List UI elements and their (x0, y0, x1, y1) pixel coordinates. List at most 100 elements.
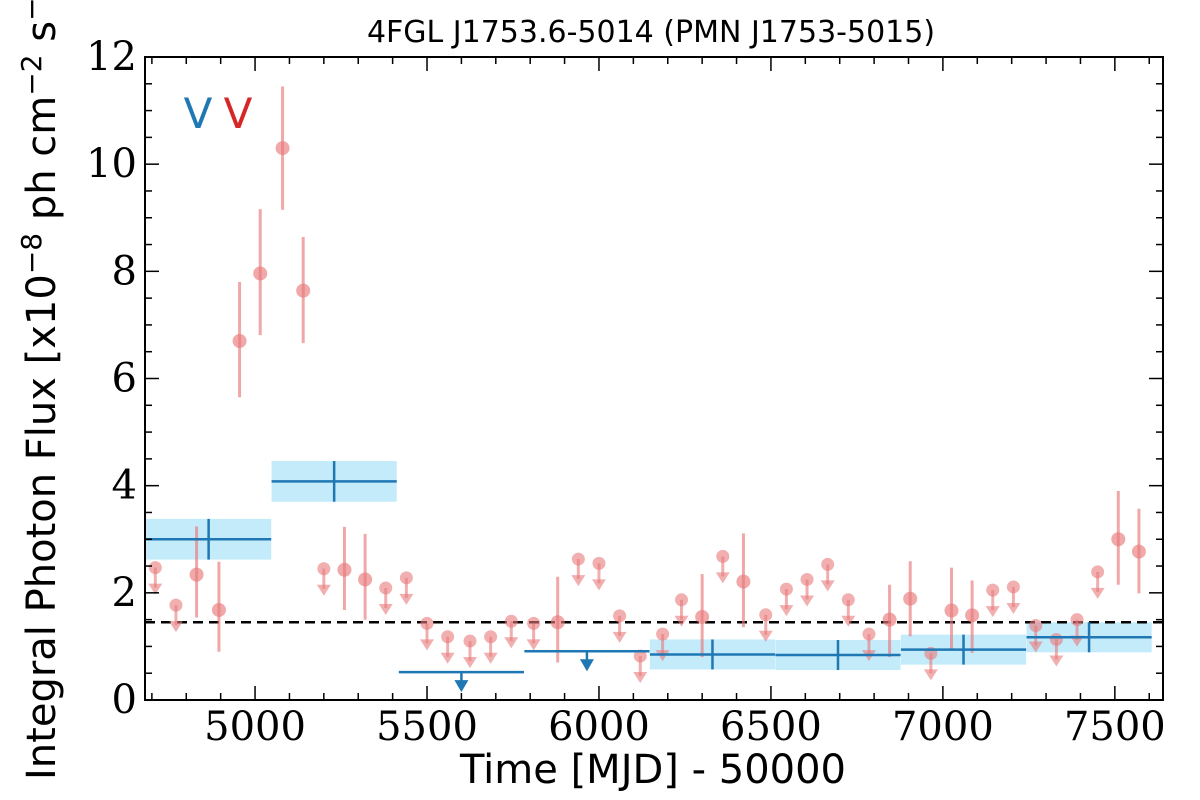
short-bin-ul-point-0 (148, 561, 162, 575)
short-bin-ul-point-18 (759, 608, 773, 622)
y-axis-label-unit: ph cm (19, 96, 65, 233)
short-bin-ul-point-5 (420, 616, 434, 630)
short-bin-ul-arrow-11 (571, 575, 586, 587)
short-bin-ul-arrow-12 (591, 579, 606, 591)
short-bin-point-16 (1131, 544, 1146, 559)
short-bin-ul-arrow-2 (316, 584, 331, 596)
short-bin-point-6 (337, 562, 352, 577)
short-bin-ul-point-3 (379, 581, 393, 595)
short-bin-ul-point-28 (1049, 632, 1063, 646)
short-bin-ul-arrow-1 (168, 621, 183, 633)
short-bin-ul-point-2 (317, 562, 331, 576)
short-bin-point-7 (358, 572, 373, 587)
short-bin-ul-point-25 (986, 583, 1000, 597)
legend-mark-0: V (184, 89, 213, 138)
axis-ticks: 5000 5500 6000 6500 7000 7500 0 2 4 6 8 10 12 (86, 34, 1166, 750)
short-bin-ul-arrow-26 (1006, 602, 1021, 614)
plot-area (145, 86, 1163, 693)
short-bin-ul-point-13 (613, 609, 627, 623)
chart-title: 4FGL J1753.6-5014 (PMN J1753-5015) (367, 15, 935, 50)
short-bin-point-11 (882, 612, 897, 627)
short-bin-point-15 (1111, 532, 1126, 547)
short-bin-point-3 (253, 266, 268, 281)
short-bin-ul-point-6 (441, 630, 455, 644)
short-bin-ul-point-8 (484, 630, 498, 644)
short-bin-ul-point-29 (1070, 613, 1084, 627)
short-bin-point-12 (903, 591, 918, 606)
short-bin-ul-point-9 (504, 614, 518, 628)
x-tick-label: 7000 (892, 704, 994, 750)
short-bin-ul-point-22 (841, 593, 855, 607)
short-bin-ul-point-20 (800, 572, 814, 586)
short-bin-point-8 (550, 615, 565, 630)
long-bin-ul-arrow-0 (454, 680, 469, 693)
x-axis-label: Time [MJD] - 50000 (459, 747, 846, 793)
y-tick-label: 12 (86, 34, 137, 80)
short-bin-ul-point-4 (399, 571, 413, 585)
short-bin-point-10 (736, 574, 751, 589)
short-bin-ul-point-15 (656, 627, 670, 641)
short-bin-ul-arrow-22 (841, 615, 856, 627)
short-bin-ul-point-19 (779, 582, 793, 596)
short-bin-ul-arrow-9 (504, 637, 519, 649)
short-bin-ul-arrow-7 (463, 657, 478, 669)
short-bin-ul-arrow-18 (758, 630, 773, 642)
short-bin-ul-arrow-6 (440, 652, 455, 664)
y-tick-label: 4 (112, 463, 137, 509)
y-axis-label-exponent-3: −1 (15, 0, 48, 21)
short-bin-ul-point-1 (169, 598, 183, 612)
short-bin-ul-point-17 (716, 549, 730, 563)
short-bin-ul-point-23 (862, 627, 876, 641)
short-bin-ul-arrow-30 (1090, 587, 1105, 599)
y-axis-label: Integral Photon Flux [x10−8 ph cm−2 s−1] (15, 0, 65, 780)
short-bin-ul-point-12 (592, 556, 606, 570)
short-bin-ul-point-14 (633, 649, 647, 663)
short-bin-point-0 (189, 567, 204, 582)
y-tick-label: 10 (86, 141, 137, 187)
x-tick-label: 6000 (548, 704, 650, 750)
short-bin-ul-point-21 (821, 557, 835, 571)
y-axis-label-exponent-2: −2 (15, 54, 48, 95)
y-tick-label: 8 (112, 248, 137, 294)
short-bin-ul-arrow-20 (800, 595, 815, 607)
short-bin-ul-arrow-4 (399, 593, 414, 605)
short-bin-ul-point-27 (1029, 619, 1043, 633)
short-bin-point-2 (232, 333, 247, 348)
short-bin-ul-arrow-13 (612, 631, 627, 643)
short-bin-point-5 (296, 283, 311, 298)
y-tick-label: 6 (112, 356, 137, 402)
y-tick-label: 2 (112, 570, 137, 616)
short-bin-ul-point-16 (675, 593, 689, 607)
y-tick-label: 0 (112, 677, 137, 723)
short-bin-ul-arrow-28 (1049, 655, 1064, 667)
short-bin-ul-point-26 (1006, 580, 1020, 594)
long-bin-ul-arrow-1 (579, 659, 594, 672)
short-bin-point-9 (695, 609, 710, 624)
y-axis-label-main: Integral Photon Flux [x10 (19, 274, 65, 780)
x-tick-label: 7500 (1064, 704, 1166, 750)
short-bin-ul-arrow-24 (923, 669, 938, 681)
short-bin-ul-arrow-16 (674, 615, 689, 627)
short-bin-ul-arrow-19 (779, 605, 794, 617)
short-bin-ul-arrow-10 (526, 639, 541, 651)
y-axis-label-exponent: −8 (15, 233, 48, 274)
x-tick-label: 5000 (204, 704, 306, 750)
short-bin-ul-arrow-5 (420, 639, 435, 651)
short-bin-point-1 (211, 602, 226, 617)
short-bin-ul-arrow-0 (148, 583, 163, 595)
short-bin-point-13 (944, 603, 959, 618)
x-tick-label: 6500 (720, 704, 822, 750)
short-bin-ul-point-11 (571, 552, 585, 566)
short-bin-point-14 (965, 608, 980, 623)
short-bin-ul-point-30 (1091, 565, 1105, 579)
short-bin-ul-point-10 (527, 616, 541, 630)
short-bin-point-4 (275, 141, 290, 156)
short-bin-ul-arrow-17 (715, 572, 730, 584)
short-bin-ul-arrow-25 (985, 606, 1000, 618)
short-bin-ul-arrow-21 (820, 580, 835, 592)
legend-mark-1: V (224, 89, 253, 138)
short-bin-ul-arrow-3 (378, 604, 393, 616)
short-bin-ul-arrow-8 (483, 652, 498, 664)
